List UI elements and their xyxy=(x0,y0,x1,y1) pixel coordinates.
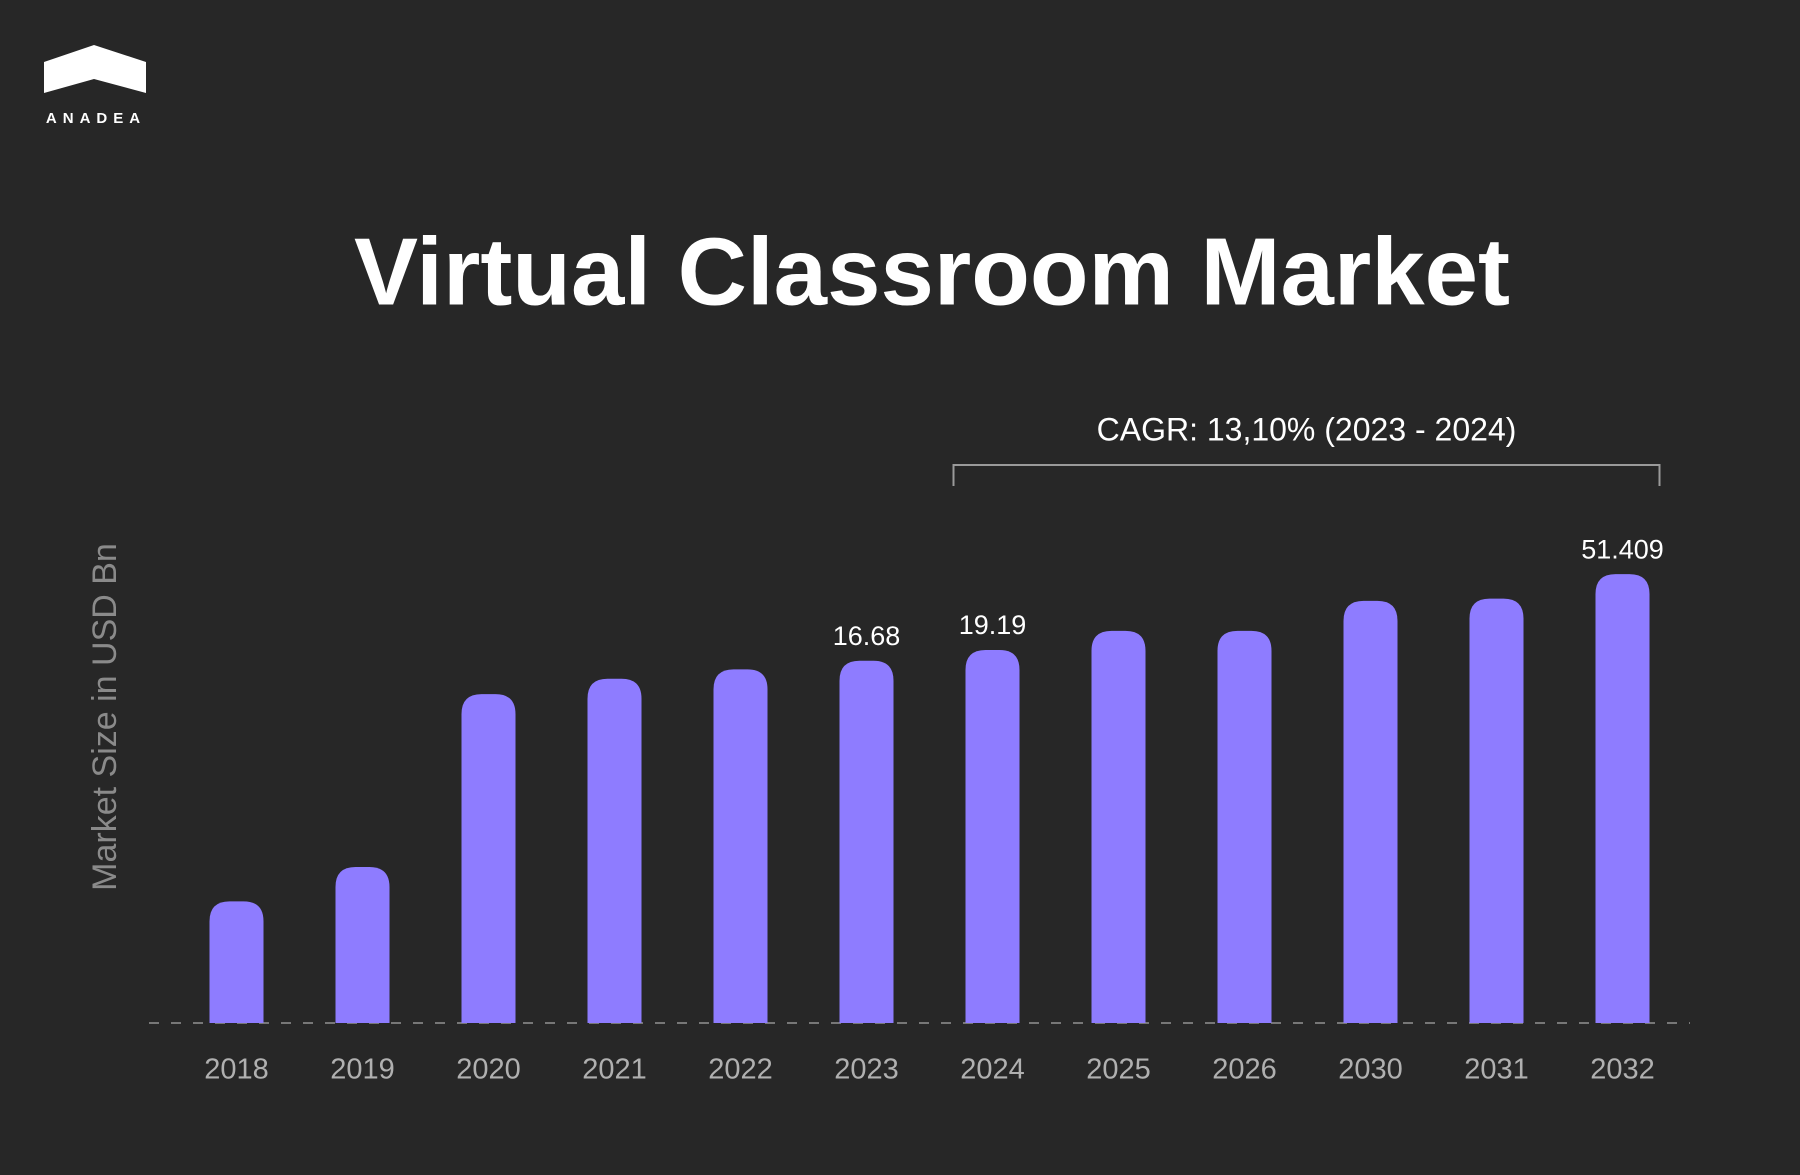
value-label: 16.68 xyxy=(833,621,901,651)
bar xyxy=(965,649,1020,1023)
x-tick-label: 2022 xyxy=(708,1054,773,1086)
x-tick-label: 2024 xyxy=(960,1054,1025,1086)
logo-mark xyxy=(44,45,146,93)
logo-text: ANADEA xyxy=(46,110,146,127)
bar xyxy=(1217,630,1272,1023)
x-tick-label: 2021 xyxy=(582,1054,647,1086)
value-label: 51.409 xyxy=(1581,534,1664,564)
annotation-text: CAGR: 13,10% (2023 - 2024) xyxy=(1097,411,1517,447)
y-axis-label: Market Size in USD Bn xyxy=(86,543,124,891)
annotation-bracket xyxy=(952,464,1661,486)
bar xyxy=(1469,598,1524,1023)
bar xyxy=(1343,600,1398,1023)
bar xyxy=(1595,574,1650,1023)
bar xyxy=(839,660,894,1023)
x-tick-label: 2030 xyxy=(1338,1054,1403,1086)
bar xyxy=(587,678,642,1023)
bar xyxy=(335,867,390,1023)
chart-title: Virtual Classroom Market xyxy=(354,218,1510,325)
bar xyxy=(461,694,516,1023)
x-tick-label: 2018 xyxy=(204,1054,269,1086)
x-tick-label: 2025 xyxy=(1086,1054,1151,1086)
x-tick-label: 2023 xyxy=(834,1054,899,1086)
bar xyxy=(209,901,264,1023)
bar xyxy=(713,669,768,1023)
value-label: 19.19 xyxy=(959,610,1027,640)
x-tick-label: 2019 xyxy=(330,1054,395,1086)
bar xyxy=(1091,630,1146,1023)
x-tick-label: 2032 xyxy=(1590,1054,1655,1086)
x-tick-label: 2031 xyxy=(1464,1054,1529,1086)
x-tick-label: 2026 xyxy=(1212,1054,1277,1086)
x-tick-label: 2020 xyxy=(456,1054,521,1086)
